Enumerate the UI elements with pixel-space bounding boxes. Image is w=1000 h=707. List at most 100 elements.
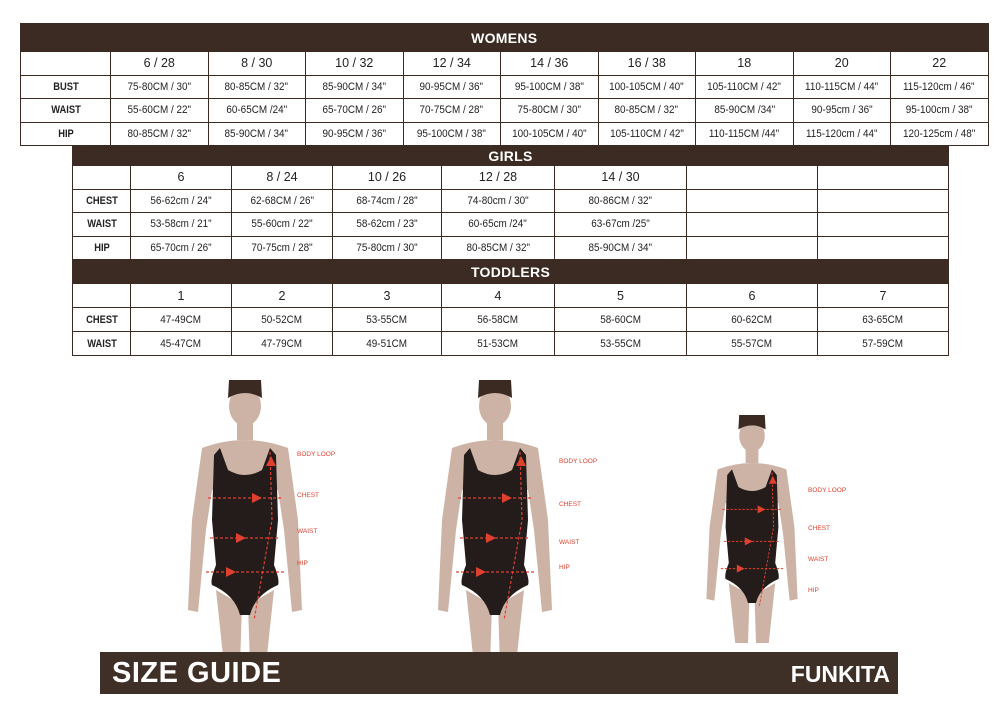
measurement-cell: 49-51CM	[332, 331, 442, 356]
measurement-value: 63-67cm /25"	[591, 218, 650, 231]
measurement-value: 80-85CM / 32"	[224, 80, 289, 93]
measurement-value: 68-74cm / 28"	[356, 194, 418, 207]
measurement-cell: 60-62CM	[686, 307, 818, 332]
measurement-cell: 74-80cm / 30"	[441, 188, 555, 213]
toddlers-title: TODDLERS	[71, 259, 950, 284]
measurement-cell: 80-85CM / 32"	[110, 121, 209, 146]
measurement-cell: 80-85CM / 32"	[207, 74, 306, 99]
measurement-value: 62-68CM / 26"	[250, 194, 314, 207]
measurement-cell: 58-62cm / 23"	[332, 212, 442, 237]
measurement-value: 60-62CM	[731, 313, 773, 326]
measurement-cell: 90-95CM / 36"	[402, 74, 501, 99]
measurement-cell	[816, 188, 950, 213]
measure-label: WAIST	[559, 539, 580, 546]
table-row: WAIST 53-58cm / 21" 55-60cm / 22" 58-62cm /…	[73, 212, 950, 237]
measurement-value: 100-105CM / 40"	[511, 127, 587, 140]
measurement-cell: 75-80CM / 30"	[500, 98, 599, 123]
measurement-value: 80-86CM / 32"	[588, 194, 653, 207]
measurement-cell: 70-75CM / 28"	[402, 98, 501, 123]
measurement-value: 100-105CM / 40"	[609, 80, 685, 93]
measurement-value: 53-55CM	[600, 337, 641, 350]
row-label: CHEST	[76, 188, 127, 213]
size-header: 14 / 36	[500, 51, 599, 76]
measurement-cell: 105-110CM / 42"	[597, 121, 696, 146]
measurement-value: 56-62cm / 24"	[150, 194, 212, 207]
measurement-value: 55-57CM	[731, 337, 773, 350]
measurement-cell: 56-62cm / 24"	[130, 188, 232, 213]
measurement-value: 58-60CM	[600, 313, 641, 326]
measure-label: WAIST	[808, 556, 829, 563]
measurement-value: 47-79CM	[261, 337, 303, 350]
row-label: WAIST	[26, 98, 105, 123]
row-label: WAIST	[76, 212, 127, 237]
measurement-value: 80-85CM / 32"	[614, 104, 679, 117]
measure-label: CHEST	[808, 525, 831, 532]
table-row: HIP 65-70cm / 26" 70-75cm / 28" 75-80cm / 3…	[73, 235, 950, 260]
size-header: 8 / 24	[231, 165, 333, 190]
measurement-cell: 51-53CM	[441, 331, 555, 356]
measurement-cell: 63-67cm /25"	[554, 212, 687, 237]
measurement-cell: 115-120cm / 46"	[890, 74, 989, 99]
measurement-cell: 55-60cm / 22"	[231, 212, 333, 237]
measurement-value: 75-80CM / 30"	[517, 104, 582, 117]
measurement-cell: 50-52CM	[231, 307, 333, 332]
measure-label: CHEST	[297, 492, 320, 499]
measurement-cell: 105-110CM / 42"	[695, 74, 794, 99]
measurement-cell	[816, 212, 950, 237]
measurement-cell: 53-55CM	[332, 307, 442, 332]
table-row: CHEST 47-49CM 50-52CM 53-55CM 56-58CM 58-60CM…	[73, 307, 950, 332]
measurement-cell	[686, 212, 818, 237]
measurement-cell: 65-70cm / 26"	[130, 235, 232, 260]
measurement-value: 80-85CM / 32"	[466, 241, 530, 254]
size-guide-title: SIZE GUIDE	[112, 657, 282, 689]
measurement-cell: 75-80cm / 30"	[332, 235, 442, 260]
measurement-cell: 53-55CM	[554, 331, 687, 356]
size-header: 12 / 34	[402, 51, 501, 76]
row-label: BUST	[26, 74, 105, 99]
woman-figure-2	[438, 380, 552, 665]
measurement-cell: 47-49CM	[130, 307, 232, 332]
measurement-value: 75-80CM / 30"	[127, 80, 192, 93]
girls-title: GIRLS	[71, 145, 950, 166]
womens-title: WOMENS	[20, 23, 989, 52]
measure-label: CHEST	[559, 501, 582, 508]
measurement-value: 47-49CM	[160, 313, 202, 326]
measurement-cell: 95-100cm / 38"	[890, 98, 989, 123]
measurement-cell	[816, 235, 950, 260]
measurement-cell	[686, 188, 818, 213]
measurement-cell: 85-90CM / 34"	[305, 74, 404, 99]
measurement-value: 74-80cm / 30"	[467, 194, 529, 207]
size-header: 18	[695, 51, 794, 76]
measurement-value: 95-100cm / 38"	[905, 104, 973, 117]
measure-label: BODY LOOP	[559, 458, 598, 465]
measure-label: BODY LOOP	[297, 451, 336, 458]
measurement-value: 55-60CM / 22"	[127, 104, 192, 117]
size-header	[816, 165, 950, 190]
measurement-cell: 100-105CM / 40"	[500, 121, 599, 146]
measurement-value: 80-85CM / 32"	[127, 127, 192, 140]
measurement-cell: 90-95cm / 36"	[792, 98, 891, 123]
table-row: WAIST 45-47CM 47-79CM 49-51CM 51-53CM 53-55CM…	[73, 331, 950, 356]
measurement-cell: 47-79CM	[231, 331, 333, 356]
measurement-figures: BODY LOOP CHEST WAIST HIP BODY LOOP CHEST WAI…	[0, 360, 1000, 665]
measurement-cell: 70-75cm / 28"	[231, 235, 333, 260]
measurement-value: 105-110CM / 42"	[609, 127, 684, 140]
size-header	[686, 165, 818, 190]
measurement-value: 85-90CM / 34"	[588, 241, 653, 254]
girl-figure	[706, 415, 798, 643]
table-row: WAIST 55-60CM / 22" 60-65CM /24" 65-70CM / …	[21, 98, 989, 123]
measurement-cell: 90-95CM / 36"	[305, 121, 404, 146]
measurement-value: 120-125cm / 48"	[903, 127, 976, 140]
corner-cell	[72, 165, 131, 190]
measurement-cell: 115-120cm / 44"	[792, 121, 891, 146]
girls-size-table: GIRLS 6 8 / 24 10 / 26 12 / 28 14 / 30 CHEST 56…	[71, 145, 950, 356]
measurement-value: 90-95CM / 36"	[419, 80, 484, 93]
measurement-value: 45-47CM	[160, 337, 202, 350]
measurement-value: 51-53CM	[477, 337, 519, 350]
row-label: HIP	[76, 235, 127, 260]
table-row: CHEST 56-62cm / 24" 62-68CM / 26" 68-74cm /…	[73, 188, 950, 213]
measurement-value: 85-90CM /34"	[713, 104, 775, 117]
measurement-cell: 68-74cm / 28"	[332, 188, 442, 213]
